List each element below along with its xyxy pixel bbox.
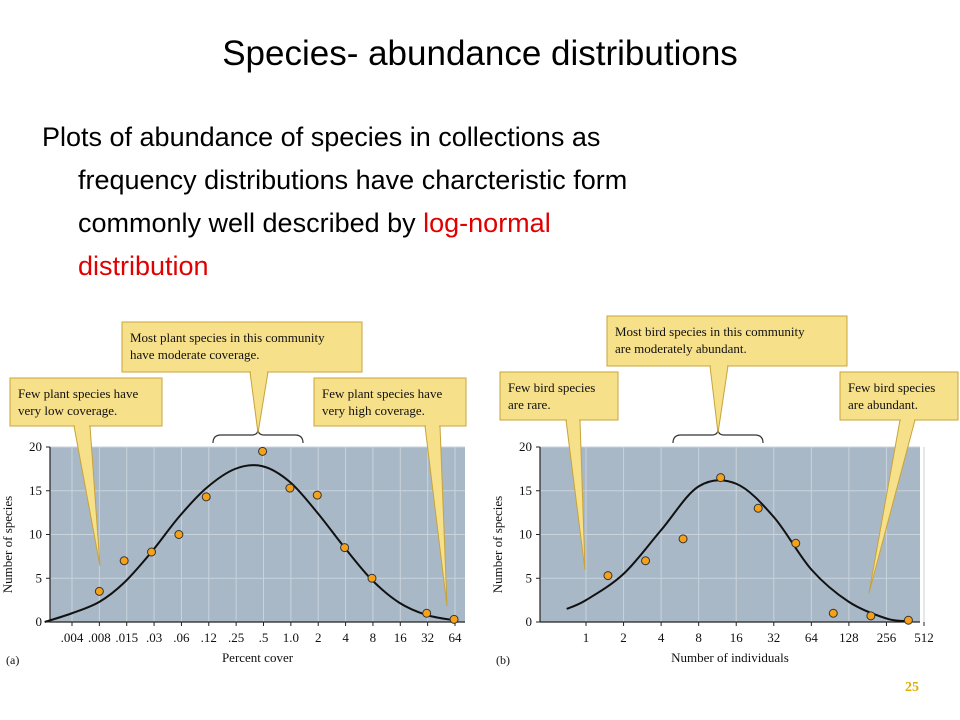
callout-box	[839, 371, 959, 421]
data-point	[828, 608, 838, 618]
y-tick-label: 10	[519, 527, 532, 542]
x-tick-label: 2	[315, 630, 322, 645]
highlight-distribution: distribution	[78, 251, 209, 281]
panel-label: (b)	[496, 653, 510, 667]
x-tick-label: .12	[201, 630, 217, 645]
body-text: Plots of abundance of species in collect…	[42, 116, 902, 288]
x-tick-label: 256	[877, 630, 897, 645]
data-point	[367, 573, 377, 583]
x-tick-label: 4	[658, 630, 665, 645]
x-tick-label: 512	[914, 630, 934, 645]
data-point	[119, 556, 129, 566]
data-point	[903, 615, 913, 625]
highlight-log-normal: log-normal	[423, 208, 551, 238]
x-tick-label: .004	[61, 630, 84, 645]
body-line-3-text: commonly well described by	[78, 208, 424, 238]
x-tick-label: 4	[342, 630, 349, 645]
x-tick-label: 8	[370, 630, 377, 645]
body-line-1: Plots of abundance of species in collect…	[42, 122, 601, 152]
slide-number: 25	[905, 680, 919, 695]
data-point	[449, 614, 459, 624]
x-tick-label: 16	[730, 630, 744, 645]
callout-box	[606, 315, 848, 367]
callout-text: Few plant species have very high coverage…	[322, 386, 442, 418]
panel-label: (a)	[6, 653, 19, 667]
callout-pointer	[249, 371, 269, 434]
y-tick-label: 5	[526, 570, 533, 585]
callout-pointer	[709, 365, 729, 434]
x-tick-label: .008	[88, 630, 111, 645]
data-point	[678, 534, 688, 544]
data-point	[791, 538, 801, 548]
x-tick-label: .015	[115, 630, 138, 645]
x-tick-label: .25	[228, 630, 244, 645]
callout-box	[313, 377, 467, 427]
y-tick-label: 10	[29, 527, 42, 542]
y-tick-label: 5	[36, 570, 43, 585]
callout-text: Most bird species in this community are m…	[615, 324, 805, 356]
body-line-2: frequency distributions have charcterist…	[78, 165, 628, 195]
y-tick-label: 20	[519, 439, 532, 454]
data-point	[753, 503, 763, 513]
chart-panel-b: 1 2 4 8 16 32 64 128 256 512 0 5 10 15 20 Number of ind…	[490, 315, 959, 667]
fit-curve	[44, 464, 455, 623]
body-line-3: commonly well described by log-normal	[42, 202, 902, 245]
y-tick-label: 0	[526, 614, 533, 629]
x-tick-label: 2	[620, 630, 627, 645]
chart-panel-a: .004 .008 .015 .03 .06 .12 .25 .5 1.0 2 4 8 16 32 64 0 5…	[0, 321, 467, 667]
x-tick-label: 32	[767, 630, 780, 645]
x-tick-label: 64	[449, 630, 463, 645]
y-tick-label: 0	[36, 614, 43, 629]
data-point	[340, 543, 350, 553]
x-tick-label: 1	[583, 630, 590, 645]
callout-text: Few plant species have very low coverage.	[18, 386, 138, 418]
x-tick-label: 8	[695, 630, 702, 645]
y-tick-label: 20	[29, 439, 42, 454]
y-axis-label: Number of species	[490, 496, 505, 593]
y-tick-label: 15	[519, 483, 532, 498]
y-tick-label: 15	[29, 483, 42, 498]
x-tick-label: 128	[839, 630, 859, 645]
callout-text: Few bird species are rare.	[508, 380, 595, 412]
data-point	[285, 483, 295, 493]
data-point	[422, 608, 432, 618]
x-tick-label: .5	[259, 630, 269, 645]
data-point	[716, 473, 726, 483]
callout-box	[499, 371, 619, 421]
data-point	[603, 571, 613, 581]
data-point	[94, 586, 104, 596]
data-point	[641, 556, 651, 566]
slide-title: Species- abundance distributions	[222, 34, 738, 73]
data-point	[258, 446, 268, 456]
fit-curve	[566, 479, 909, 623]
callout-box	[121, 321, 363, 373]
x-tick-label: .06	[173, 630, 190, 645]
data-point	[174, 530, 184, 539]
data-point	[866, 611, 876, 621]
x-axis-label: Percent cover	[222, 650, 294, 665]
x-tick-label: 1.0	[283, 630, 299, 645]
x-tick-label: 16	[394, 630, 408, 645]
x-tick-label: 64	[805, 630, 819, 645]
data-point	[147, 547, 157, 557]
callout-text: Few bird species are abundant.	[848, 380, 935, 412]
data-point	[201, 492, 211, 502]
callout-text: Most plant species in this community have…	[130, 330, 325, 362]
y-axis-label: Number of species	[0, 496, 15, 593]
x-axis-label: Number of individuals	[671, 650, 789, 665]
x-tick-label: .03	[146, 630, 162, 645]
data-point	[312, 490, 322, 500]
x-tick-label: 32	[421, 630, 434, 645]
